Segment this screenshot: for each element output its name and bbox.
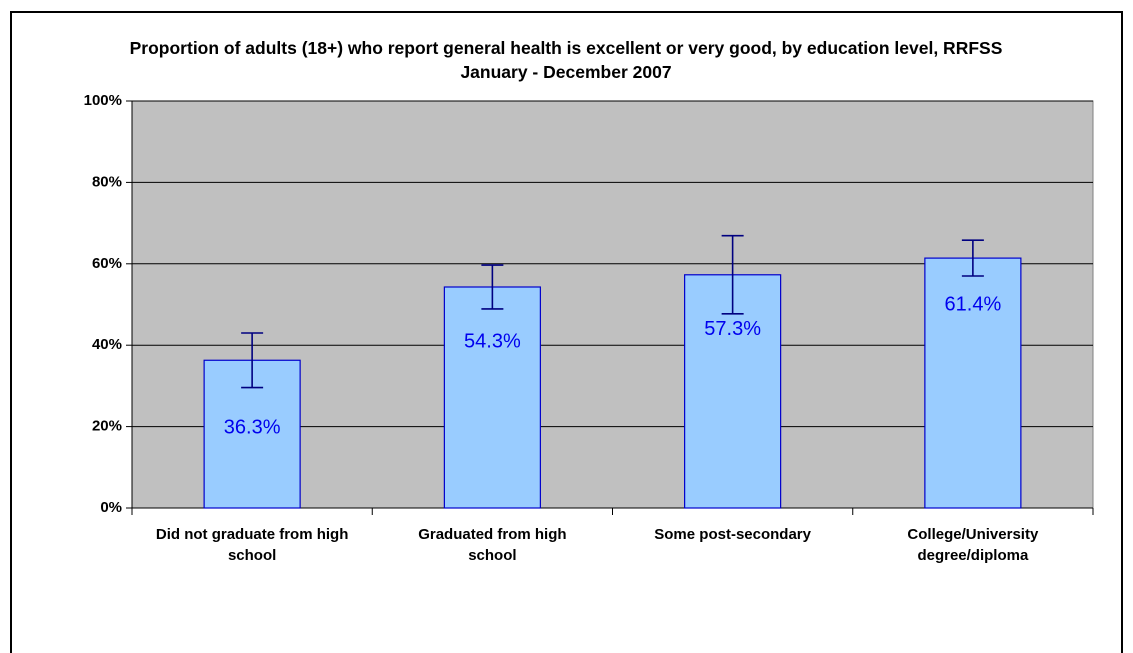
x-tick-label: College/University degree/diploma [907, 526, 1039, 564]
value-label: 57.3% [704, 318, 761, 340]
value-label: 36.3% [224, 417, 281, 439]
error-bar [721, 234, 744, 315]
y-tick-label: 40% [92, 336, 122, 353]
y-tick-label: 0% [100, 499, 122, 516]
y-tick-label: 60% [92, 255, 122, 272]
value-label: 54.3% [464, 330, 521, 352]
error-bar [241, 332, 264, 389]
bar [443, 286, 541, 509]
value-label: 61.4% [945, 293, 1002, 315]
error-bar [961, 239, 984, 277]
x-tick-label: Some post-secondary [654, 526, 811, 543]
x-tick-label: Graduated from high school [418, 526, 567, 564]
x-tick-label: Did not graduate from high school [155, 526, 349, 564]
y-tick-label: 20% [92, 418, 122, 435]
y-tick-label: 100% [84, 92, 122, 109]
y-tick-label: 80% [92, 173, 122, 190]
error-bar [481, 264, 504, 310]
chart-title: Proportion of adults (18+) who report ge… [129, 38, 1003, 82]
